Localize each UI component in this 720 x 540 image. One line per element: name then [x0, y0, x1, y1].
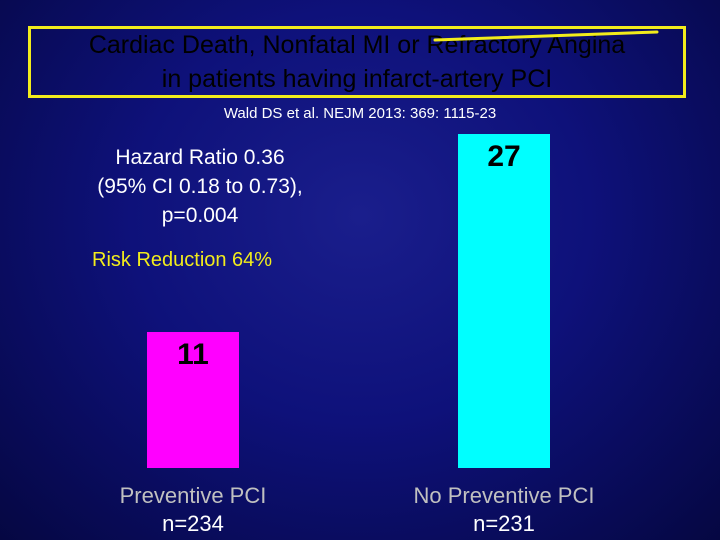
sample-size-preventive: n=234	[162, 511, 224, 536]
category-label-preventive: Preventive PCI n=234	[63, 482, 323, 538]
hazard-ratio-line: Hazard Ratio 0.36	[115, 146, 285, 169]
risk-reduction: Risk Reduction 64%	[92, 249, 273, 271]
annotation-strike-line	[433, 30, 659, 42]
category-name-preventive: Preventive PCI	[119, 483, 267, 508]
bar-preventive-pci	[147, 332, 239, 468]
p-value-line: p=0.004	[161, 204, 239, 227]
hazard-ratio-stats: Hazard Ratio 0.36 (95% CI 0.18 to 0.73),…	[60, 143, 340, 230]
confidence-interval-line: (95% CI 0.18 to 0.73),	[97, 175, 303, 198]
sample-size-no-preventive: n=231	[473, 511, 535, 536]
title-box: Cardiac Death, Nonfatal MI or Refractory…	[28, 26, 686, 98]
bar-value-label-no-preventive: 27	[487, 140, 521, 173]
citation: Wald DS et al. NEJM 2013: 369: 1115-23	[223, 105, 497, 122]
bar-no-preventive-pci	[458, 134, 550, 468]
title-line-2: in patients having infarct-artery PCI	[161, 65, 553, 93]
category-name-no-preventive: No Preventive PCI	[413, 483, 595, 508]
category-label-no-preventive: No Preventive PCI n=231	[374, 482, 634, 538]
bar-value-label-preventive: 11	[177, 338, 209, 371]
